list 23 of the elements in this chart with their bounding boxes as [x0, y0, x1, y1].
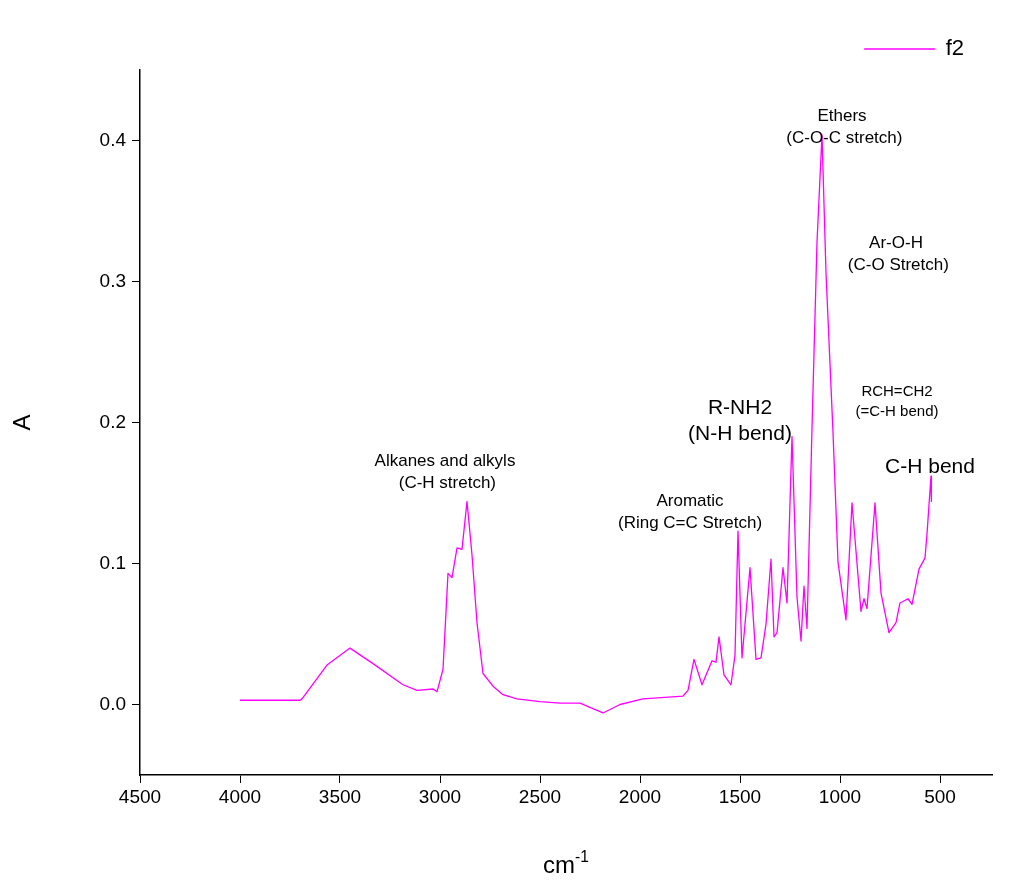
y-tick-label: 0.3 [99, 269, 126, 291]
x-tick-label: 1000 [818, 785, 862, 807]
x-tick-label: 2500 [518, 785, 562, 807]
y-tick-label: 0.0 [99, 692, 126, 714]
annotation: Ar-O-H (C-O Stretch) [843, 233, 949, 274]
legend-label: f2 [945, 35, 965, 61]
x-tick-label: 1500 [718, 785, 762, 807]
annotation: Aromatic (Ring C=C Stretch) [617, 491, 763, 532]
x-tick-label: 3500 [318, 785, 362, 807]
annotation: Alkanes and alkyls (C-H stretch) [374, 451, 516, 492]
x-tick-label: 3000 [418, 785, 462, 807]
annotation: Ethers (C-O-C stretch) [781, 106, 903, 147]
x-tick-label: 4000 [218, 785, 262, 807]
annotation: R-NH2 (N-H bend) [688, 395, 792, 444]
x-tick-label: 500 [924, 785, 956, 807]
x-tick-label: 4500 [118, 785, 162, 807]
y-tick-label: 0.2 [99, 410, 126, 432]
y-tick-label: 0.1 [99, 551, 126, 573]
x-tick-label: 2000 [618, 785, 662, 807]
annotation: RCH=CH2 (=C-H bend) [855, 382, 939, 419]
y-axis-title: A [8, 414, 35, 431]
annotation: C-H bend [885, 454, 975, 477]
y-tick-label: 0.4 [99, 128, 127, 150]
